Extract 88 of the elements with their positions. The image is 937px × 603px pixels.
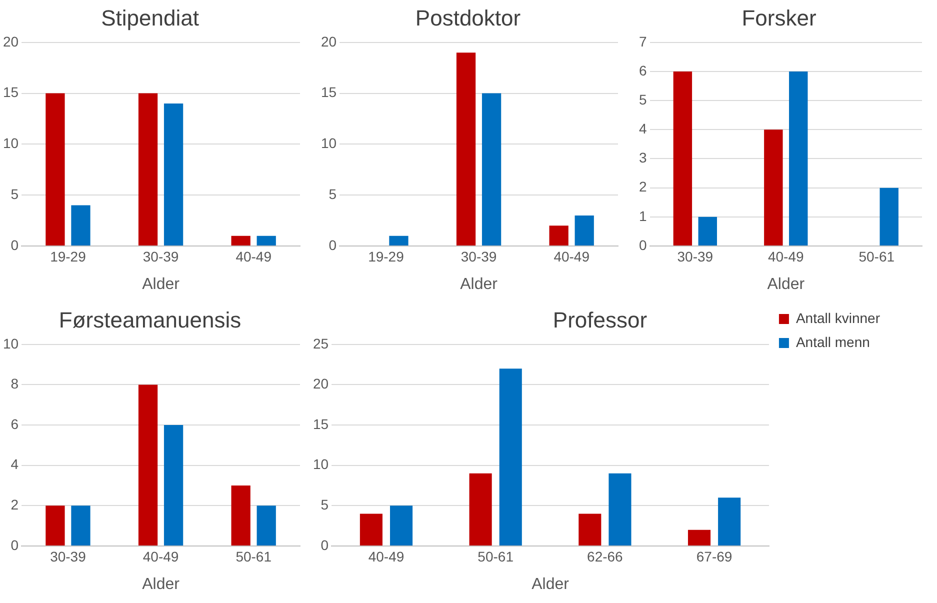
- y-tick-label: 0: [638, 236, 647, 253]
- bar: [46, 93, 65, 246]
- y-tick-label: 25: [312, 335, 329, 352]
- chart-title: Postdoktor: [415, 5, 521, 30]
- y-tick-label: 10: [320, 135, 337, 152]
- bar: [256, 236, 276, 246]
- bar: [469, 473, 492, 546]
- bar: [718, 498, 741, 546]
- y-tick-label: 20: [312, 376, 329, 392]
- y-tick-label: 5: [10, 186, 19, 202]
- bar: [456, 52, 476, 246]
- bar: [360, 514, 382, 546]
- x-tick-label: 30-39: [142, 248, 179, 264]
- x-tick-label: 40-49: [554, 248, 590, 264]
- bar: [789, 71, 808, 246]
- x-axis-title: Alder: [142, 276, 180, 293]
- bar: [688, 530, 711, 546]
- y-tick-label: 20: [2, 33, 19, 50]
- y-tick-label: 2: [638, 178, 647, 195]
- bar: [231, 236, 250, 246]
- chart-title: Førsteamanuensis: [58, 307, 242, 332]
- bar: [499, 368, 522, 546]
- x-axis-title: Alder: [767, 276, 806, 293]
- x-tick-label: 19-29: [368, 248, 404, 264]
- bar: [164, 103, 184, 246]
- y-tick-label: 7: [638, 33, 647, 50]
- y-tick-label: 0: [10, 536, 19, 553]
- bar: [164, 425, 184, 546]
- y-tick-label: 5: [638, 91, 647, 108]
- y-tick-label: 15: [320, 84, 337, 100]
- y-tick-label: 5: [328, 186, 337, 202]
- x-tick-label: 40-49: [142, 548, 179, 564]
- chart-title: Professor: [552, 307, 648, 332]
- bar: [578, 514, 602, 546]
- y-tick-label: 8: [10, 376, 19, 392]
- x-tick-label: 50-61: [478, 548, 514, 564]
- bar: [698, 216, 717, 246]
- bar: [764, 130, 783, 246]
- bar: [138, 93, 158, 246]
- bar: [256, 506, 276, 546]
- y-tick-label: 4: [638, 120, 647, 137]
- x-tick-label: 40-49: [368, 548, 404, 564]
- bar: [482, 93, 502, 246]
- x-axis-title: Alder: [142, 576, 180, 593]
- y-tick-label: 15: [2, 84, 19, 100]
- bar: [231, 486, 250, 546]
- bar: [673, 71, 692, 246]
- y-tick-label: 10: [312, 456, 329, 472]
- x-tick-label: 67-69: [696, 548, 732, 564]
- x-tick-label: 30-39: [50, 548, 86, 564]
- y-tick-label: 6: [10, 416, 19, 432]
- x-tick-label: 50-61: [858, 248, 895, 264]
- x-axis-title: Alder: [460, 276, 498, 293]
- bar: [390, 506, 413, 546]
- bar: [138, 384, 158, 546]
- x-tick-label: 30-39: [460, 248, 497, 264]
- y-tick-label: 20: [320, 33, 337, 50]
- chart-title: Stipendiat: [101, 5, 199, 30]
- chart-title: Forsker: [742, 5, 816, 30]
- bar: [389, 236, 408, 246]
- x-tick-label: 62-66: [587, 548, 624, 564]
- y-tick-label: 10: [2, 135, 19, 152]
- x-tick-label: 40-49: [768, 248, 804, 264]
- y-tick-label: 0: [10, 236, 19, 253]
- bar: [608, 473, 632, 546]
- legend-label: Antall menn: [796, 334, 870, 350]
- legend-label: Antall kvinner: [796, 310, 880, 326]
- y-tick-label: 15: [312, 416, 329, 432]
- y-tick-label: 5: [320, 496, 329, 513]
- bar: [574, 215, 594, 246]
- x-tick-label: 30-39: [677, 248, 714, 264]
- y-tick-label: 0: [320, 536, 329, 553]
- y-tick-label: 2: [10, 496, 19, 513]
- y-tick-label: 6: [638, 62, 647, 78]
- bar: [46, 506, 65, 546]
- y-tick-label: 4: [10, 456, 19, 472]
- y-tick-label: 10: [2, 335, 19, 352]
- bar: [549, 226, 568, 246]
- x-axis-title: Alder: [532, 576, 570, 593]
- x-tick-label: 50-61: [236, 548, 272, 564]
- bar: [71, 506, 90, 546]
- x-tick-label: 19-29: [50, 248, 86, 264]
- y-tick-label: 1: [638, 208, 647, 224]
- y-tick-label: 3: [638, 150, 647, 166]
- bar: [880, 188, 898, 246]
- x-tick-label: 40-49: [236, 248, 272, 264]
- y-tick-label: 0: [328, 236, 337, 253]
- bar: [71, 205, 90, 246]
